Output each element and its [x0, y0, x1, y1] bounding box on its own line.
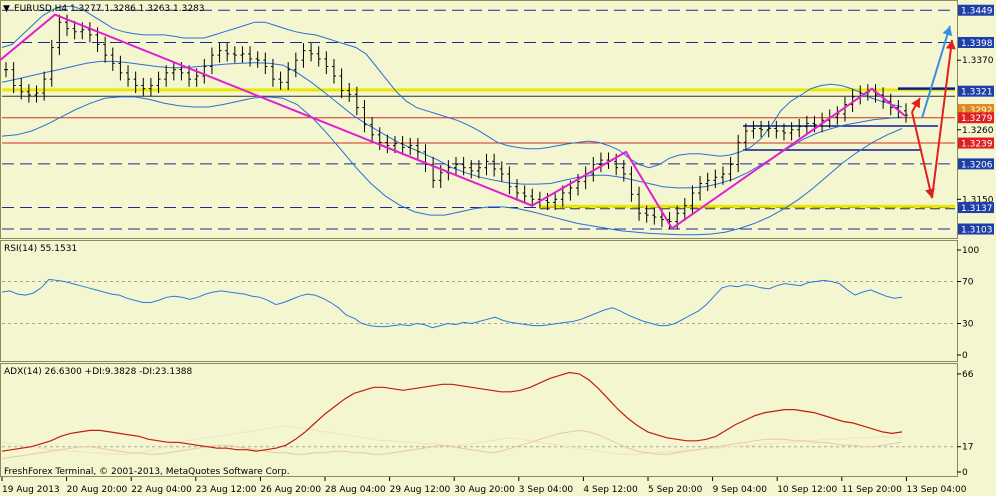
price-label-text: 1.3206	[961, 160, 993, 170]
red-forecast-arrow	[931, 39, 953, 199]
adx-series-line	[1, 429, 903, 460]
x-tick-label: 22 Aug 04:00	[131, 485, 192, 495]
rsi-title: RSI(14) 55.1531	[4, 244, 77, 254]
price-label-text: 1.3292	[961, 106, 993, 116]
price-tick-label: 1.3370	[962, 56, 994, 66]
price-title: EURUSD,H4 1.3277 1.3286 1.3263 1.3283	[14, 4, 205, 14]
price-label-box	[958, 223, 994, 235]
zigzag-line	[0, 13, 906, 230]
price-label-text: 1.3239	[961, 140, 993, 150]
price-label-text: 1.3137	[961, 204, 993, 214]
bollinger-lower-line	[1, 96, 903, 236]
adx-title: ADX(14) 26.6300 +DI:9.3828 -DI:23.1388	[4, 367, 193, 377]
price-label-text: 1.3449	[961, 7, 993, 17]
price-label-text: 1.3321	[961, 88, 993, 98]
x-tick-label: 19 Aug 2013	[2, 485, 60, 495]
blue-forecast-arrow	[921, 25, 951, 119]
price-label-box	[958, 137, 994, 149]
bollinger-mid-line	[1, 60, 903, 189]
axes: 1.3370 1.3260 1.3150 1.3449 1.3398 1.3321 1.32…	[1, 4, 994, 495]
x-tick-label: 5 Sep 20:00	[648, 485, 703, 495]
red-forecast-arrow-head	[945, 40, 956, 50]
x-tick-label: 3 Sep 04:00	[519, 485, 574, 495]
adx-series-line	[1, 425, 902, 455]
price-label-text: 1.3103	[961, 226, 993, 236]
x-tick-label: 29 Aug 12:00	[390, 485, 451, 495]
bollinger-upper-line	[1, 5, 903, 169]
rsi-tick-label: 0	[962, 351, 968, 361]
x-tick-label: 20 Aug 20:00	[67, 485, 128, 495]
price-panel-frame	[0, 0, 958, 239]
rsi-tick-label: 100	[962, 246, 979, 256]
x-tick-label: 23 Aug 12:00	[196, 485, 257, 495]
blue-forecast-arrow-head	[942, 26, 953, 37]
price-label-text: 1.3279	[961, 114, 993, 124]
x-tick-label: 30 Aug 20:00	[454, 485, 515, 495]
x-tick-label: 26 Aug 20:00	[260, 485, 321, 495]
x-tick-label: 13 Sep 04:00	[906, 485, 966, 495]
rsi-tick-label: 30	[962, 320, 974, 330]
rsi-panel	[1, 278, 955, 329]
x-tick-label: 28 Aug 04:00	[325, 485, 386, 495]
price-label-box	[958, 85, 994, 97]
price-panel	[0, 5, 956, 236]
price-label-box	[958, 158, 994, 170]
x-tick-label: 11 Sep 20:00	[842, 485, 902, 495]
red-forecast-arrow-head	[911, 98, 920, 109]
adx-panel-frame	[0, 363, 958, 477]
price-label-text: 1.3398	[961, 39, 993, 49]
adx-series-line	[1, 371, 903, 452]
x-tick-label: 4 Sep 12:00	[583, 485, 638, 495]
price-tick-label: 1.3260	[962, 126, 994, 136]
adx-tick-label: 66	[962, 370, 974, 380]
x-tick-label: 10 Sep 12:00	[777, 485, 837, 495]
price-label-box	[958, 202, 994, 214]
price-label-box	[958, 112, 994, 124]
price-tick-label: 1.3150	[962, 195, 994, 205]
adx-tick-label: 0	[962, 468, 968, 478]
price-label-box	[958, 104, 994, 116]
price-label-box	[958, 4, 994, 16]
footer-copyright: FreshForex Terminal, © 2001-2013, MetaQu…	[4, 467, 290, 477]
rsi-panel-frame	[0, 240, 958, 362]
adx-tick-label: 17	[962, 443, 973, 453]
red-forecast-arrow	[911, 111, 933, 199]
dropdown-triangle-icon[interactable]: ▼	[3, 4, 10, 14]
price-label-box	[958, 36, 994, 48]
rsi-tick-label: 70	[962, 278, 974, 288]
adx-panel	[1, 371, 955, 460]
x-tick-label: 9 Sep 04:00	[713, 485, 768, 495]
rsi-line	[1, 278, 903, 329]
